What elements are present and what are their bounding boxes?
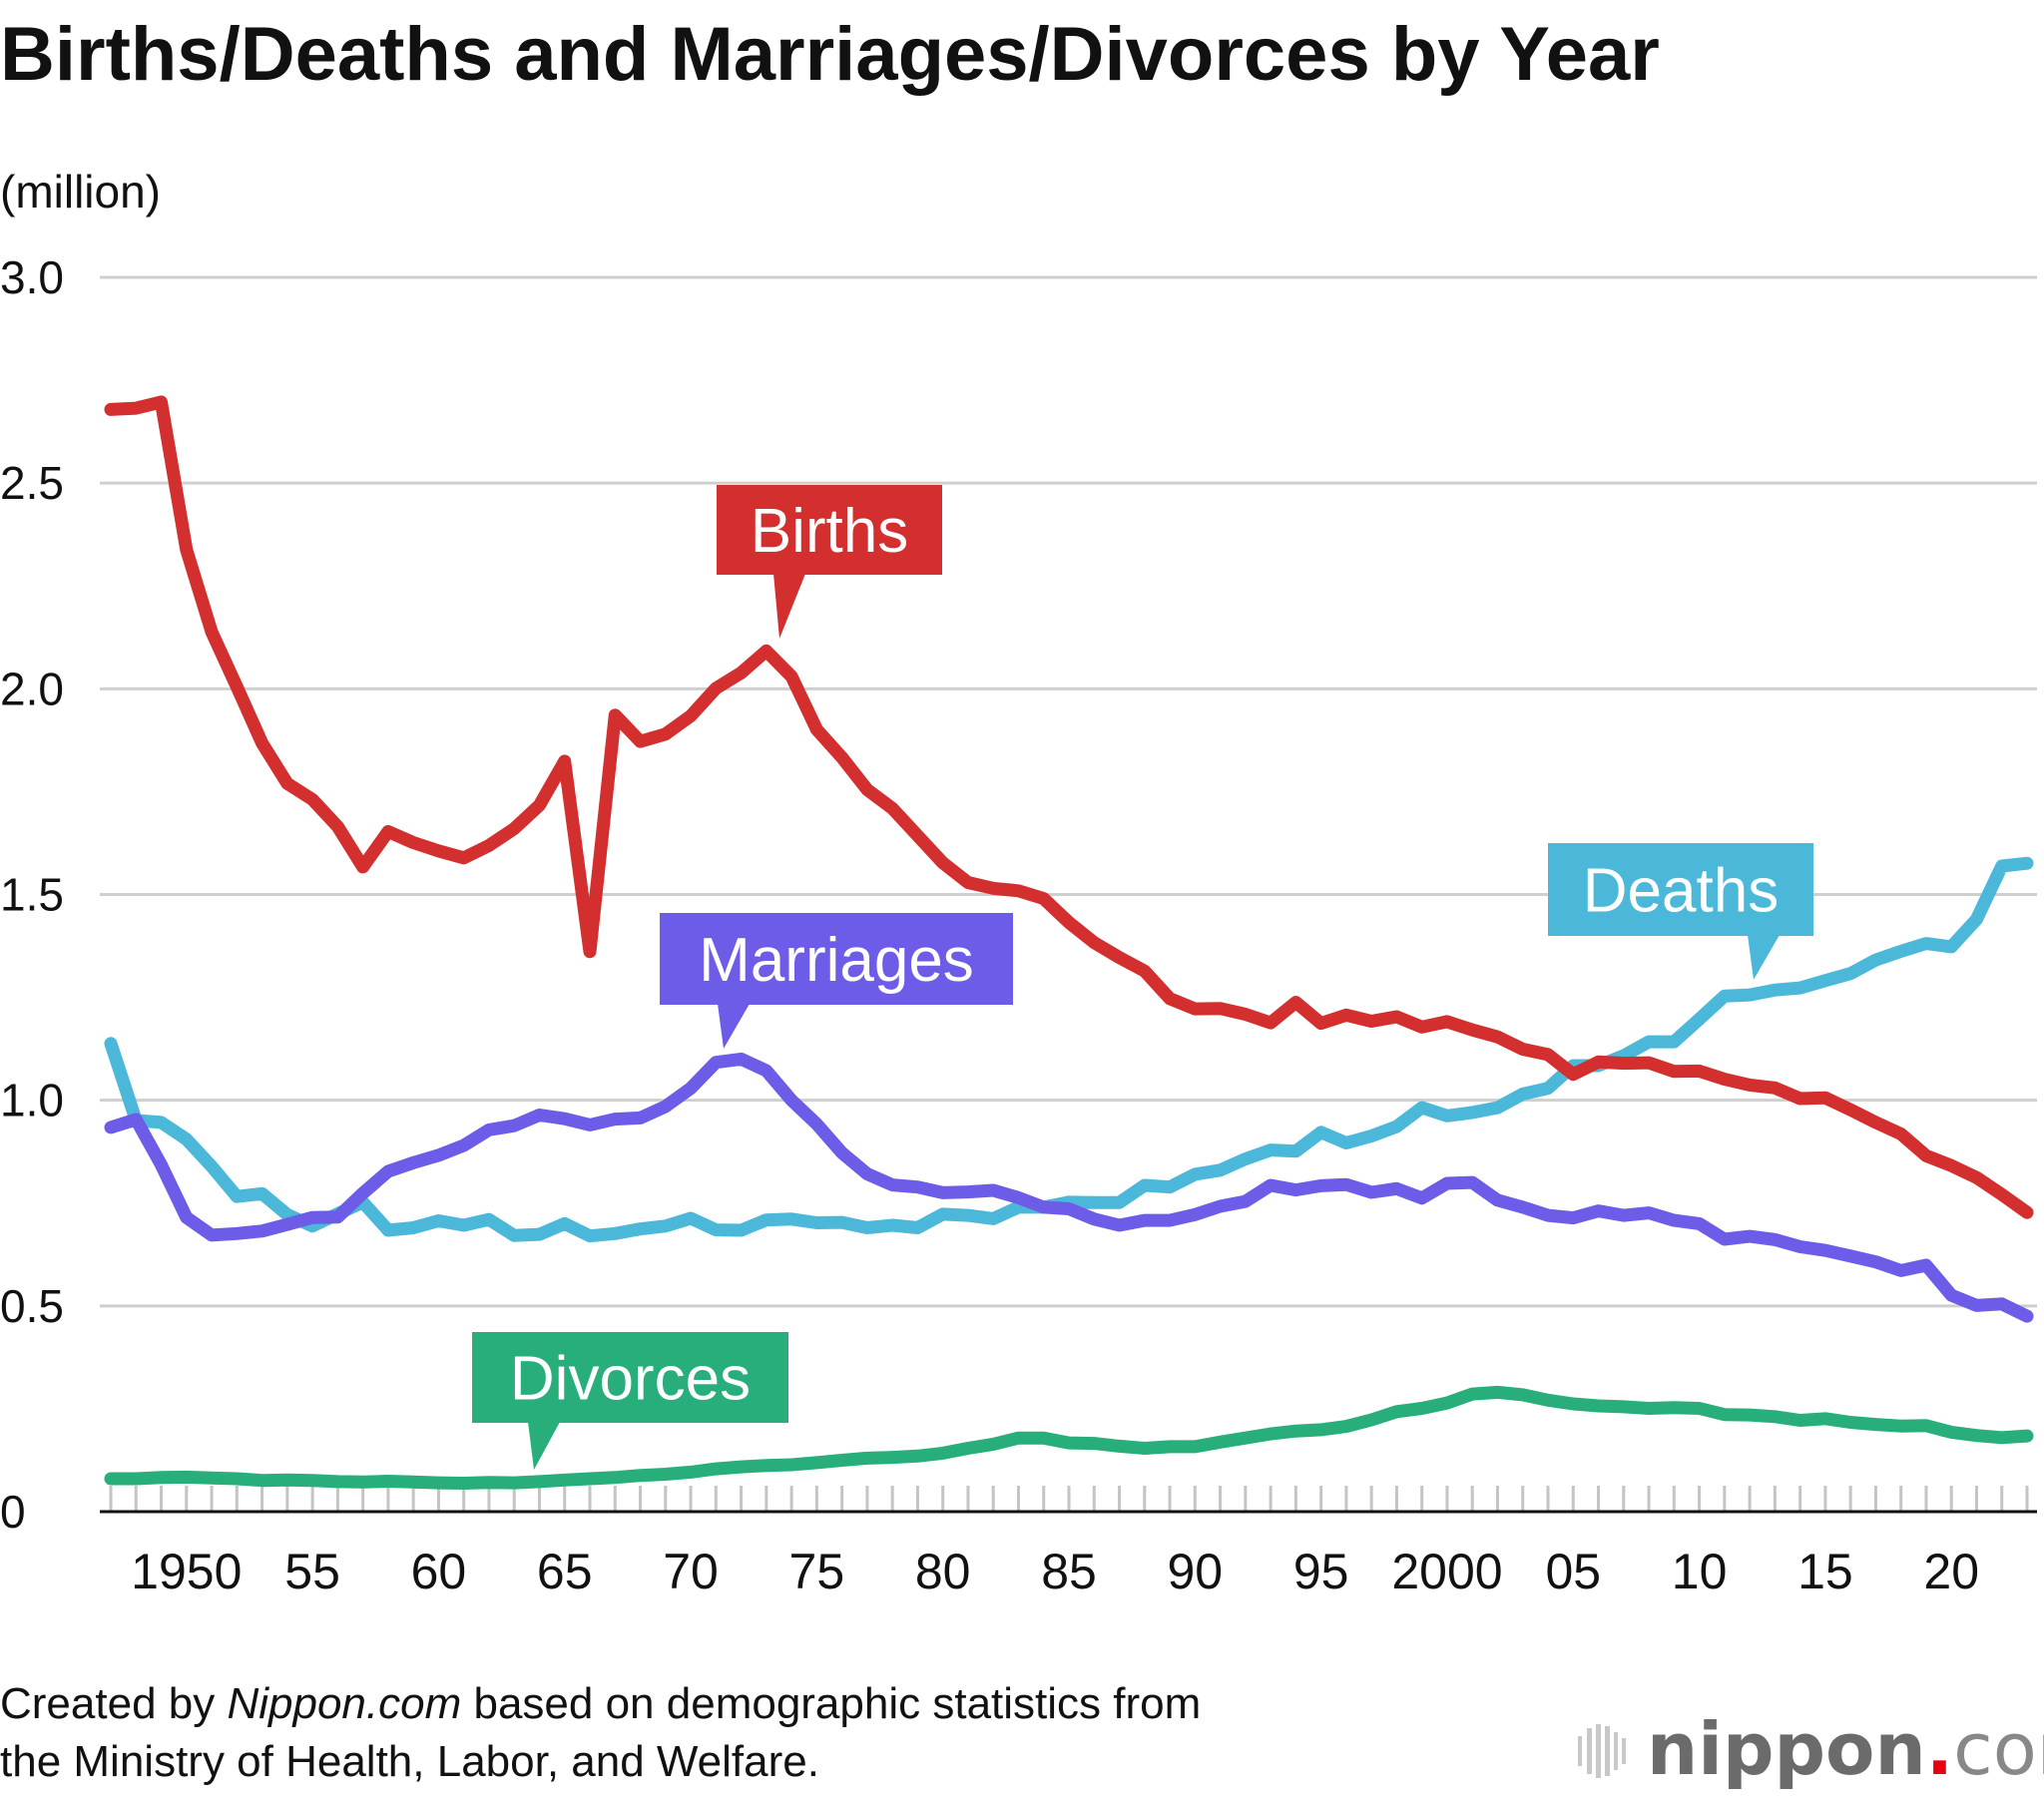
credit-source: Nippon.com bbox=[227, 1679, 461, 1728]
credit-suffix: based on demographic statistics from bbox=[461, 1679, 1201, 1728]
callout-box bbox=[660, 913, 1013, 1005]
x-tick-label: 70 bbox=[663, 1544, 719, 1599]
y-tick-label: 0 bbox=[0, 1486, 26, 1538]
series-line-divorces bbox=[104, 1385, 2034, 1490]
series-lines bbox=[104, 395, 2034, 1490]
callout-label: Marriages bbox=[699, 926, 974, 995]
y-tick-label: 2.0 bbox=[0, 663, 64, 714]
callout-deaths: Deaths bbox=[1548, 843, 1813, 980]
y-tick-label: 1.5 bbox=[0, 869, 64, 921]
x-axis-minor-ticks bbox=[109, 1486, 2029, 1512]
logo-dot: . bbox=[1926, 1707, 1953, 1791]
x-tick-label: 15 bbox=[1797, 1544, 1853, 1599]
x-axis-ticks: 1950 55 60 65 70 75 80 85 90 95 2000 05 10 15 20 bbox=[131, 1544, 1979, 1599]
x-tick-label: 20 bbox=[1923, 1544, 1979, 1599]
x-tick-label: 95 bbox=[1293, 1544, 1349, 1599]
series-line-marriages bbox=[104, 1052, 2034, 1323]
credit-prefix: Created by bbox=[0, 1679, 227, 1728]
y-axis-unit-label: (million) bbox=[0, 166, 161, 218]
callout-pointer bbox=[528, 1422, 560, 1470]
y-tick-label: 2.5 bbox=[0, 457, 64, 509]
footer-credit-line-1: Created by Nippon.com based on demograph… bbox=[0, 1679, 1201, 1728]
callout-label: Deaths bbox=[1583, 857, 1779, 926]
x-tick-label: 1950 bbox=[131, 1544, 242, 1599]
y-tick-label: 1.0 bbox=[0, 1075, 64, 1126]
gridlines bbox=[100, 275, 2037, 1308]
nippon-logo: nippon.com bbox=[1578, 1707, 2044, 1791]
logo-mark-icon bbox=[1578, 1724, 1626, 1778]
callout-births: Births bbox=[717, 485, 942, 639]
logo-text-main: nippon bbox=[1647, 1707, 1926, 1791]
callout-pointer bbox=[1748, 935, 1780, 980]
y-tick-label: 3.0 bbox=[0, 251, 64, 303]
x-tick-label: 60 bbox=[411, 1544, 467, 1599]
callout-label: Divorces bbox=[510, 1345, 751, 1414]
x-tick-label: 90 bbox=[1168, 1544, 1224, 1599]
chart-title: Births/Deaths and Marriages/Divorces by … bbox=[0, 12, 1660, 97]
y-tick-label: 0.5 bbox=[0, 1280, 64, 1332]
footer-credit-line-2: the Ministry of Health, Labor, and Welfa… bbox=[0, 1737, 819, 1786]
series-callouts: Births Deaths Marriages Divorces bbox=[472, 485, 1813, 1470]
callout-marriages: Marriages bbox=[660, 913, 1013, 1049]
x-tick-label: 65 bbox=[537, 1544, 593, 1599]
x-tick-label: 10 bbox=[1672, 1544, 1728, 1599]
x-tick-label: 2000 bbox=[1391, 1544, 1502, 1599]
callout-label: Births bbox=[751, 497, 908, 566]
callout-box bbox=[472, 1332, 788, 1423]
series-line-births bbox=[104, 395, 2034, 1219]
callout-box bbox=[717, 485, 942, 575]
x-tick-label: 75 bbox=[789, 1544, 845, 1599]
x-tick-label: 80 bbox=[915, 1544, 971, 1599]
callout-pointer bbox=[718, 1004, 750, 1049]
x-tick-label: 85 bbox=[1041, 1544, 1097, 1599]
series-line-deaths bbox=[104, 856, 2034, 1243]
x-tick-label: 55 bbox=[284, 1544, 340, 1599]
callout-box bbox=[1548, 843, 1813, 936]
callout-divorces: Divorces bbox=[472, 1332, 788, 1470]
logo-text-tld: com bbox=[1953, 1707, 2044, 1791]
x-tick-label: 05 bbox=[1545, 1544, 1601, 1599]
svg-text:nippon.com: nippon.com bbox=[1647, 1707, 2044, 1791]
callout-pointer bbox=[773, 574, 805, 639]
y-axis-ticks: 0 0.5 1.0 1.5 2.0 2.5 3.0 bbox=[0, 251, 64, 1538]
